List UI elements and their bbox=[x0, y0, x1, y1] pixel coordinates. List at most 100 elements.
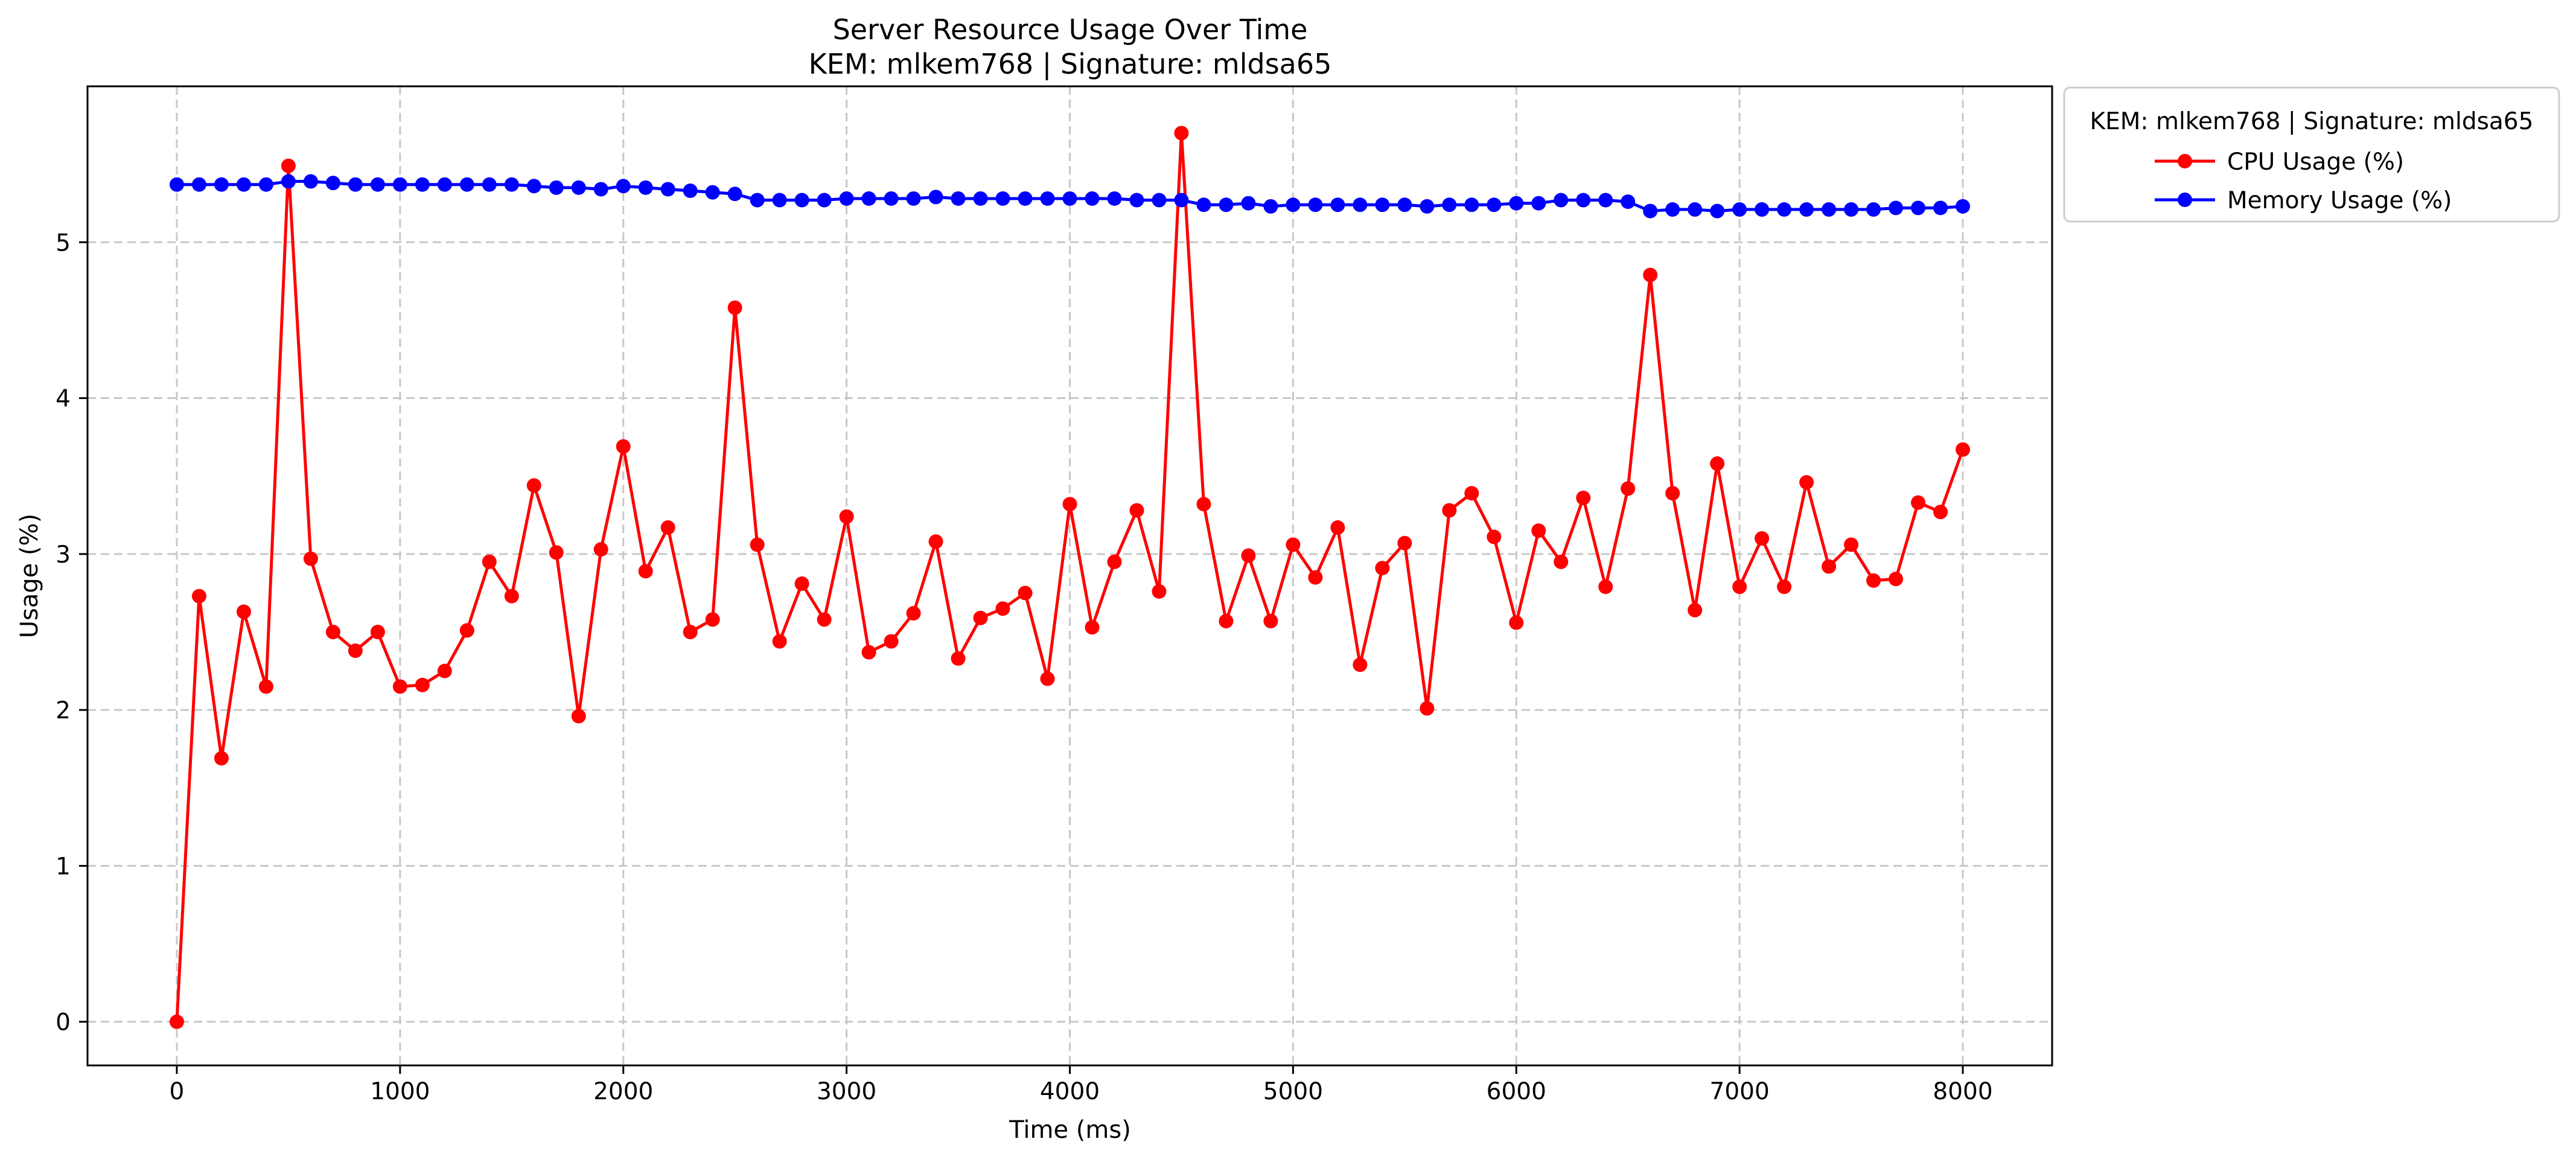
cpu-point bbox=[1755, 531, 1770, 546]
memory-point bbox=[214, 177, 229, 192]
legend: KEM: mlkem768 | Signature: mldsa65 CPU U… bbox=[2063, 86, 2560, 223]
cpu-point bbox=[1085, 620, 1100, 635]
cpu-point bbox=[1397, 535, 1412, 551]
x-tick-label: 1000 bbox=[370, 1078, 430, 1105]
cpu-point bbox=[884, 634, 899, 649]
memory-point bbox=[861, 191, 876, 206]
cpu-series bbox=[169, 126, 1971, 1029]
cpu-point bbox=[1844, 537, 1859, 552]
x-tick-label: 3000 bbox=[817, 1078, 876, 1105]
y-tick-label: 3 bbox=[56, 541, 71, 569]
memory-point bbox=[236, 177, 251, 192]
cpu-point bbox=[1330, 520, 1345, 535]
memory-point bbox=[348, 177, 363, 192]
cpu-point bbox=[1799, 475, 1814, 490]
cpu-point bbox=[1152, 584, 1167, 599]
cpu-point bbox=[1219, 613, 1234, 628]
cpu-point bbox=[1822, 559, 1837, 574]
cpu-point bbox=[928, 534, 943, 549]
axis-ticks: 0 1000 2000 3000 4000 5000 6000 7000 8000 0 1 2 3 4 5 bbox=[56, 229, 1993, 1105]
memory-point bbox=[1018, 191, 1033, 206]
cpu-point bbox=[1576, 490, 1591, 505]
memory-point bbox=[906, 191, 921, 206]
legend-entries: CPU Usage (%) Memory Usage (%) bbox=[2155, 148, 2452, 214]
memory-point bbox=[1085, 191, 1100, 206]
cpu-point bbox=[1464, 486, 1479, 501]
memory-point bbox=[750, 193, 765, 208]
memory-point bbox=[437, 177, 452, 192]
cpu-point bbox=[1196, 497, 1211, 512]
memory-point bbox=[303, 174, 318, 189]
memory-point bbox=[1152, 193, 1167, 208]
legend-cpu-label: CPU Usage (%) bbox=[2227, 148, 2404, 176]
x-tick-label: 8000 bbox=[1933, 1078, 1992, 1105]
memory-point bbox=[1755, 202, 1770, 217]
cpu-point bbox=[1018, 586, 1033, 601]
legend-cpu-marker bbox=[2178, 154, 2192, 168]
cpu-point bbox=[1353, 657, 1368, 672]
memory-point bbox=[727, 187, 742, 202]
memory-point bbox=[1911, 200, 1926, 215]
cpu-point bbox=[169, 1014, 184, 1029]
memory-point bbox=[616, 179, 631, 194]
cpu-point bbox=[415, 677, 430, 692]
y-axis-label: Usage (%) bbox=[16, 514, 43, 639]
cpu-point bbox=[526, 478, 541, 493]
legend-box bbox=[2063, 86, 2560, 223]
memory-point bbox=[325, 176, 340, 191]
memory-point bbox=[1554, 193, 1569, 208]
memory-point bbox=[1866, 202, 1881, 217]
memory-point bbox=[1353, 197, 1368, 212]
cpu-point bbox=[638, 564, 653, 579]
y-tick-label: 0 bbox=[56, 1009, 71, 1036]
chart-subtitle: KEM: mlkem768 | Signature: mldsa65 bbox=[809, 48, 1332, 81]
cpu-point bbox=[906, 605, 921, 621]
cpu-point bbox=[392, 679, 407, 694]
cpu-point bbox=[348, 643, 363, 658]
cpu-point bbox=[951, 651, 966, 666]
memory-point bbox=[1531, 196, 1546, 211]
memory-point bbox=[1397, 197, 1412, 212]
cpu-point bbox=[1487, 529, 1502, 544]
memory-point bbox=[1487, 197, 1502, 212]
x-axis-label: Time (ms) bbox=[1009, 1116, 1131, 1144]
y-tick-label: 4 bbox=[56, 386, 71, 413]
memory-point bbox=[281, 174, 296, 189]
x-tick-label: 0 bbox=[170, 1078, 185, 1105]
cpu-point bbox=[1375, 561, 1390, 576]
memory-point bbox=[526, 179, 541, 194]
cpu-point bbox=[1710, 456, 1725, 471]
cpu-point bbox=[1107, 554, 1122, 569]
cpu-point bbox=[705, 612, 720, 627]
cpu-point bbox=[437, 663, 452, 678]
memory-point bbox=[1442, 197, 1457, 212]
grid bbox=[88, 86, 2052, 1065]
cpu-point bbox=[593, 542, 608, 557]
memory-point bbox=[1621, 194, 1636, 209]
memory-point bbox=[1643, 203, 1658, 219]
cpu-point bbox=[482, 554, 497, 569]
cpu-point bbox=[370, 624, 385, 639]
cpu-point bbox=[1621, 481, 1636, 496]
x-tick-label: 5000 bbox=[1263, 1078, 1323, 1105]
cpu-point bbox=[1911, 495, 1926, 510]
memory-point bbox=[1286, 197, 1301, 212]
memory-point bbox=[705, 185, 720, 200]
memory-point bbox=[482, 177, 497, 192]
cpu-point bbox=[1732, 579, 1747, 595]
memory-point bbox=[1956, 199, 1971, 214]
cpu-point bbox=[549, 545, 564, 560]
memory-point bbox=[593, 182, 608, 197]
memory-point bbox=[1598, 193, 1613, 208]
cpu-point bbox=[1129, 503, 1144, 518]
cpu-point bbox=[1420, 701, 1435, 716]
memory-point bbox=[772, 193, 787, 208]
cpu-point bbox=[1643, 267, 1658, 283]
memory-point bbox=[1330, 197, 1345, 212]
memory-point bbox=[1464, 197, 1479, 212]
memory-point bbox=[191, 177, 206, 192]
memory-point bbox=[1844, 202, 1859, 217]
cpu-point bbox=[772, 634, 787, 649]
memory-point bbox=[839, 191, 854, 206]
